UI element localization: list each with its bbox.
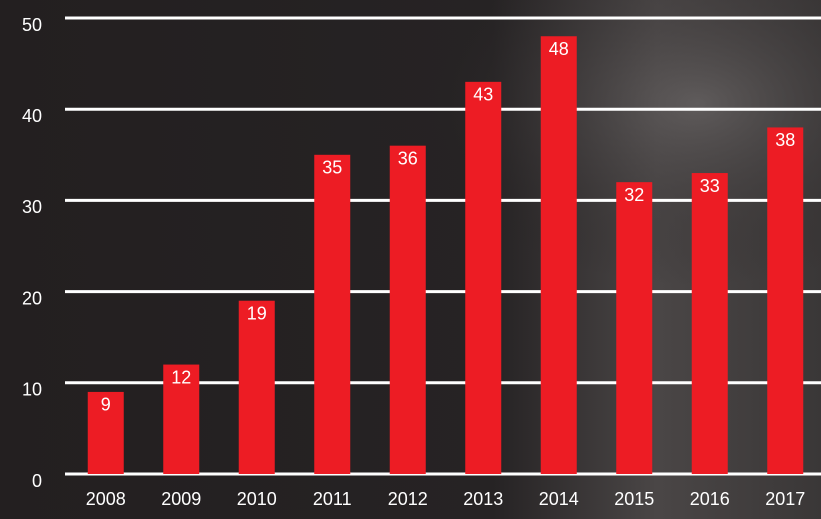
x-tick-label: 2009 [161, 489, 201, 509]
x-tick-label: 2015 [614, 489, 654, 509]
bar [540, 36, 577, 475]
bar [238, 300, 275, 474]
x-tick-label: 2014 [539, 489, 579, 509]
y-tick-label: 40 [22, 106, 42, 126]
data-label: 33 [700, 176, 720, 196]
x-tick-label: 2016 [690, 489, 730, 509]
y-tick-label: 30 [22, 197, 42, 217]
x-tick-label: 2010 [237, 489, 277, 509]
data-label: 9 [101, 395, 111, 415]
bar [465, 81, 502, 474]
y-tick-label: 50 [22, 15, 42, 35]
y-tick-label: 20 [22, 288, 42, 308]
x-tick-label: 2017 [765, 489, 805, 509]
data-label: 43 [473, 85, 493, 105]
y-tick-label: 0 [32, 471, 42, 491]
bar [691, 173, 728, 475]
bar [616, 182, 653, 474]
bar [389, 145, 426, 474]
bar [314, 154, 351, 475]
bar [163, 364, 200, 474]
x-tick-label: 2008 [86, 489, 126, 509]
bar [87, 391, 124, 474]
x-tick-label: 2011 [313, 489, 352, 509]
x-tick-label: 2012 [388, 489, 428, 509]
data-label: 36 [398, 148, 418, 168]
data-label: 12 [171, 367, 191, 387]
data-label: 38 [775, 130, 795, 150]
y-tick-label: 10 [22, 380, 42, 400]
data-label: 48 [549, 39, 569, 59]
x-tick-label: 2013 [463, 489, 503, 509]
data-label: 19 [247, 303, 267, 323]
data-label: 32 [624, 185, 644, 205]
data-label: 35 [322, 158, 342, 178]
bar [767, 127, 804, 474]
